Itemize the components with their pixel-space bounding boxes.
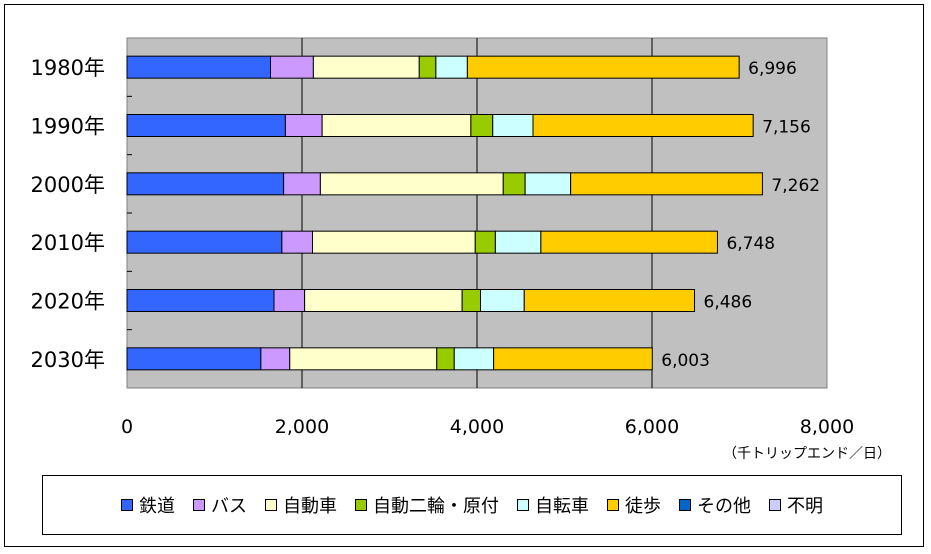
total-label: 6,748 [726,234,775,254]
x-tick-label: 8,000 [800,416,854,438]
bar-segment [570,172,763,196]
legend-swatch [265,499,277,511]
legend-label: 自転車 [535,496,589,517]
legend-item: 自転車 [517,492,589,518]
legend-label: 自動車 [283,496,337,517]
category-label: 2030年 [31,348,105,372]
legend-item: バス [193,492,247,518]
bar-segment [474,230,496,254]
legend-swatch [769,499,781,511]
bar-segment [312,230,476,254]
legend-label: 不明 [787,496,823,517]
legend-label: 自動二輪・原付 [373,496,499,517]
bar-segment [435,55,468,79]
bar-segment [126,347,262,371]
unit-label: （千トリップエンド／日） [723,446,891,462]
bar-segment [126,289,275,312]
bar-segment [126,55,271,79]
legend-item: 不明 [769,492,823,518]
category-label: 1980年 [31,56,105,80]
bar-segment [273,289,306,312]
legend-item: 徒歩 [607,492,661,518]
bar-segment [304,289,463,312]
legend-label: 鉄道 [139,496,175,517]
category-label: 2010年 [31,231,105,255]
legend-swatch [193,499,205,511]
bar-segment [289,347,438,371]
legend-swatch [679,499,691,511]
x-tick-label: 2,000 [275,416,329,438]
legend-item: その他 [679,492,751,518]
bar-segment [466,55,740,79]
category-label: 2000年 [31,173,105,197]
bar-segment [418,55,437,79]
bar-segment [126,114,286,137]
total-label: 6,003 [661,351,710,371]
bar-segment [461,289,481,312]
plot-area: 1980年 6,996 1990年 7,156 2000年 7,262 2010年 6,748… [31,37,854,438]
legend: 鉄道 バス 自動車 自動二輪・原付 自転車 徒歩 その他 不明 [42,475,902,535]
total-label: 6,486 [704,293,753,313]
legend-item: 自動車 [265,492,337,518]
total-label: 6,996 [748,59,797,79]
legend-swatch [607,499,619,511]
legend-item: 自動二輪・原付 [355,492,499,518]
x-tick-label: 0 [121,416,133,438]
bar-segment [260,347,291,371]
total-label: 7,156 [762,118,811,138]
bar-segment [493,347,653,371]
bar-segment [281,230,313,254]
bar-segment [494,230,542,254]
bar-segment [502,172,526,196]
bar-segment [321,114,472,137]
bar-segment [523,289,696,312]
bar-segment [126,230,283,254]
legend-label: バス [211,496,247,517]
bar-segment [492,114,534,137]
total-label: 7,262 [771,176,820,196]
bar-segment [480,289,525,312]
category-label: 2020年 [31,290,105,314]
bar-segment [312,55,420,79]
x-tick-label: 4,000 [450,416,504,438]
bar-segment [319,172,504,196]
legend-label: その他 [697,496,751,517]
bar-segment [540,230,718,254]
bar-segment [126,172,285,196]
bar-segment [270,55,314,79]
legend-item: 鉄道 [121,492,175,518]
x-tick-label: 6,000 [625,416,679,438]
bar-segment [284,114,323,137]
category-label: 1990年 [31,115,105,139]
bar-segment [283,172,321,196]
legend-swatch [517,499,529,511]
bar-segment [524,172,572,196]
bar-segment [453,347,495,371]
bar-segment [532,114,754,137]
legend-swatch [121,499,133,511]
legend-swatch [355,499,367,511]
bar-segment [436,347,455,371]
legend-label: 徒歩 [625,496,661,517]
bar-segment [470,114,494,137]
